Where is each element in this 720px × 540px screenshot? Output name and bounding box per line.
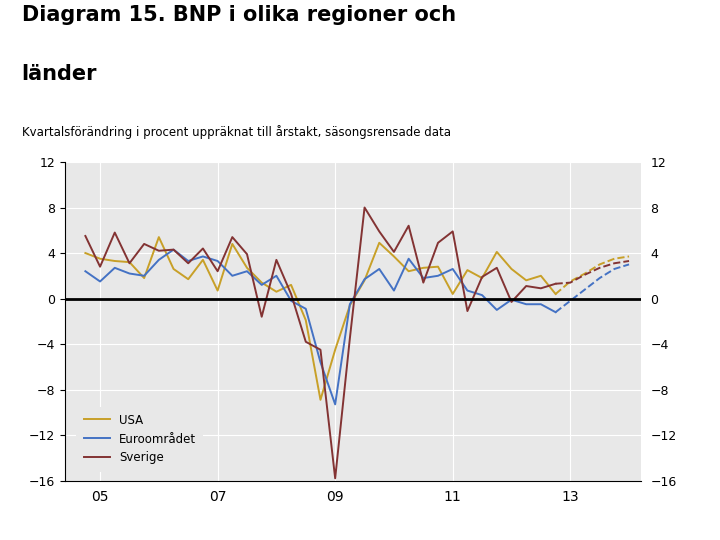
Text: länder: länder bbox=[22, 64, 97, 84]
Text: Diagram 15. BNP i olika regioner och: Diagram 15. BNP i olika regioner och bbox=[22, 5, 456, 25]
Text: och Riksbanken: och Riksbanken bbox=[627, 526, 709, 536]
Text: Källor: Bureau of Economic Analysis, Eurostat, SCB: Källor: Bureau of Economic Analysis, Eur… bbox=[444, 508, 709, 517]
Text: Kvartalsförändring i procent uppräknat till årstakt, säsongsrensade data: Kvartalsförändring i procent uppräknat t… bbox=[22, 125, 451, 139]
Text: SVERIGES
RIKSBANK: SVERIGES RIKSBANK bbox=[629, 88, 674, 108]
Text: ⚙: ⚙ bbox=[640, 38, 663, 63]
Legend: USA, Euroområdet, Sverige: USA, Euroområdet, Sverige bbox=[76, 407, 203, 471]
